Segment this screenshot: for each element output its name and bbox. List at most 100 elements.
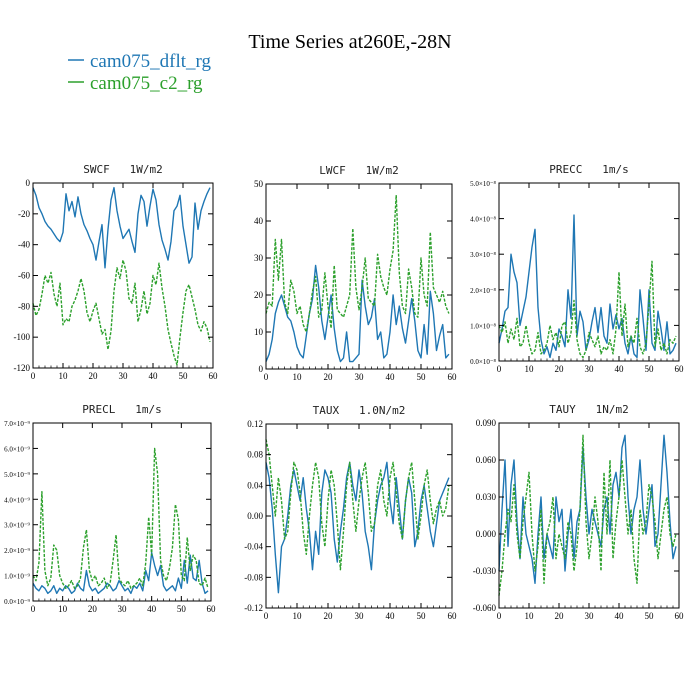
x-tick-label: 0: [31, 371, 36, 381]
x-tick-label: 40: [615, 364, 625, 374]
chart-panel-4: TAUX 1.0N/m2 0 10 20 30 40 50 60 0.12 0.08 0.04 0.0…: [244, 404, 457, 621]
y-tick-label: -0.12: [244, 603, 263, 613]
y-tick-label: 5.0×10⁻⁸: [470, 180, 496, 188]
y-tick-label: 50: [254, 179, 264, 189]
y-tick-label: -80: [18, 301, 30, 311]
y-tick-label: 0.090: [476, 418, 497, 428]
x-tick-label: 20: [555, 364, 565, 374]
y-tick-label: 0.08: [247, 450, 263, 460]
y-tick-label: 4.0×10⁻⁹: [4, 496, 30, 504]
chart-title: PRECC 1m/s: [549, 163, 628, 176]
x-tick-label: 50: [177, 604, 187, 614]
y-tick-label: -0.04: [244, 542, 263, 552]
panel-grid: SWCF 1W/m2 0 10 20 30 40 50 60 0 -20 -40 -60 -80 -100…: [4, 163, 684, 621]
series-line-c2: [498, 260, 677, 359]
legend-label-c2: cam075_c2_rg: [90, 73, 203, 94]
x-tick-label: 40: [149, 371, 159, 381]
chart-title: TAUY 1N/m2: [549, 403, 628, 416]
y-tick-label: 0: [259, 364, 264, 374]
chart-title: SWCF 1W/m2: [83, 163, 162, 176]
x-tick-label: 40: [386, 372, 396, 382]
y-tick-label: 1.0×10⁻⁹: [4, 573, 30, 581]
series-line-c2: [32, 259, 211, 366]
x-tick-label: 0: [497, 364, 502, 374]
chart-panel-5: TAUY 1N/m2 0 10 20 30 40 50 60 0.090 0.060 0.030 0.…: [473, 403, 684, 621]
y-tick-label: 3.0×10⁻⁸: [470, 251, 496, 259]
x-tick-label: 20: [88, 604, 98, 614]
x-tick-label: 40: [386, 611, 396, 621]
chart-title: TAUX 1.0N/m2: [313, 404, 406, 417]
x-tick-label: 30: [118, 604, 128, 614]
y-tick-label: -120: [14, 363, 31, 373]
y-tick-label: 4.0×10⁻⁸: [470, 216, 496, 224]
series-line-dflt: [32, 551, 209, 595]
x-tick-label: 60: [209, 371, 219, 381]
figure-title: Time Series at260E,-28N: [248, 31, 451, 53]
x-tick-label: 30: [355, 372, 365, 382]
series-line-c2: [32, 447, 209, 589]
chart-title: LWCF 1W/m2: [319, 164, 398, 177]
x-tick-label: 30: [355, 611, 365, 621]
y-tick-label: -100: [14, 332, 31, 342]
series-line-c2: [265, 194, 450, 333]
series-line-dflt: [32, 186, 211, 269]
x-tick-label: 50: [179, 371, 189, 381]
chart-panel-0: SWCF 1W/m2 0 10 20 30 40 50 60 0 -20 -40 -60 -80 -100…: [14, 163, 219, 381]
x-tick-label: 50: [645, 611, 655, 621]
y-tick-label: 30: [254, 253, 264, 263]
y-tick-label: 0: [26, 178, 31, 188]
series-line-dflt: [265, 264, 450, 363]
x-tick-label: 50: [645, 364, 655, 374]
x-tick-label: 10: [58, 604, 68, 614]
y-tick-label: 40: [254, 216, 264, 226]
x-tick-label: 20: [324, 611, 334, 621]
y-tick-label: 0.000: [476, 529, 497, 539]
chart-title: PRECL 1m/s: [82, 403, 161, 416]
x-tick-label: 60: [207, 604, 217, 614]
y-tick-label: 0.0×10⁻⁹: [4, 598, 30, 606]
y-tick-label: 10: [254, 327, 264, 337]
y-tick-label: -20: [18, 209, 30, 219]
x-tick-label: 50: [417, 372, 427, 382]
y-tick-label: 0.030: [476, 492, 497, 502]
x-tick-label: 0: [31, 604, 36, 614]
x-tick-label: 20: [89, 371, 99, 381]
x-tick-label: 60: [448, 611, 458, 621]
legend-label-dflt: cam075_dflt_rg: [90, 51, 212, 72]
x-tick-label: 20: [324, 372, 334, 382]
series-line-dflt: [498, 434, 677, 585]
chart-panel-2: PRECC 1m/s 0 10 20 30 40 50 60 0.0×10⁻⁸ 1.0×10⁻⁸ 2…: [470, 163, 684, 374]
y-tick-label: 3.0×10⁻⁹: [4, 522, 30, 530]
y-tick-label: 7.0×10⁻⁹: [4, 420, 30, 428]
x-tick-label: 50: [417, 611, 427, 621]
x-tick-label: 0: [497, 611, 502, 621]
y-tick-label: 6.0×10⁻⁹: [4, 445, 30, 453]
y-tick-label: -0.030: [473, 566, 497, 576]
y-tick-label: -0.08: [244, 572, 263, 582]
y-tick-label: -40: [18, 240, 30, 250]
y-tick-label: 2.0×10⁻⁹: [4, 547, 30, 555]
y-tick-label: 0.060: [476, 455, 497, 465]
x-tick-label: 60: [675, 364, 685, 374]
series-line-c2: [265, 439, 450, 571]
y-tick-label: 0.0×10⁻⁸: [470, 358, 496, 366]
series-line-c2: [498, 434, 677, 596]
y-tick-label: 0.12: [247, 419, 263, 429]
y-tick-label: -60: [18, 271, 30, 281]
x-tick-label: 0: [264, 372, 269, 382]
legend: cam075_dflt_rg cam075_c2_rg: [68, 51, 212, 94]
y-tick-label: 1.0×10⁻⁸: [470, 322, 496, 330]
x-tick-label: 40: [147, 604, 157, 614]
y-tick-label: -0.060: [473, 603, 497, 613]
x-tick-label: 30: [585, 611, 595, 621]
x-tick-label: 10: [525, 364, 535, 374]
x-tick-label: 10: [525, 611, 535, 621]
y-tick-label: 0.04: [247, 480, 263, 490]
chart-panel-1: LWCF 1W/m2 0 10 20 30 40 50 60 0 10 20 30 40 50: [254, 164, 457, 382]
y-tick-label: 5.0×10⁻⁹: [4, 471, 30, 479]
x-tick-label: 20: [555, 611, 565, 621]
x-tick-label: 0: [264, 611, 269, 621]
x-tick-label: 30: [119, 371, 129, 381]
